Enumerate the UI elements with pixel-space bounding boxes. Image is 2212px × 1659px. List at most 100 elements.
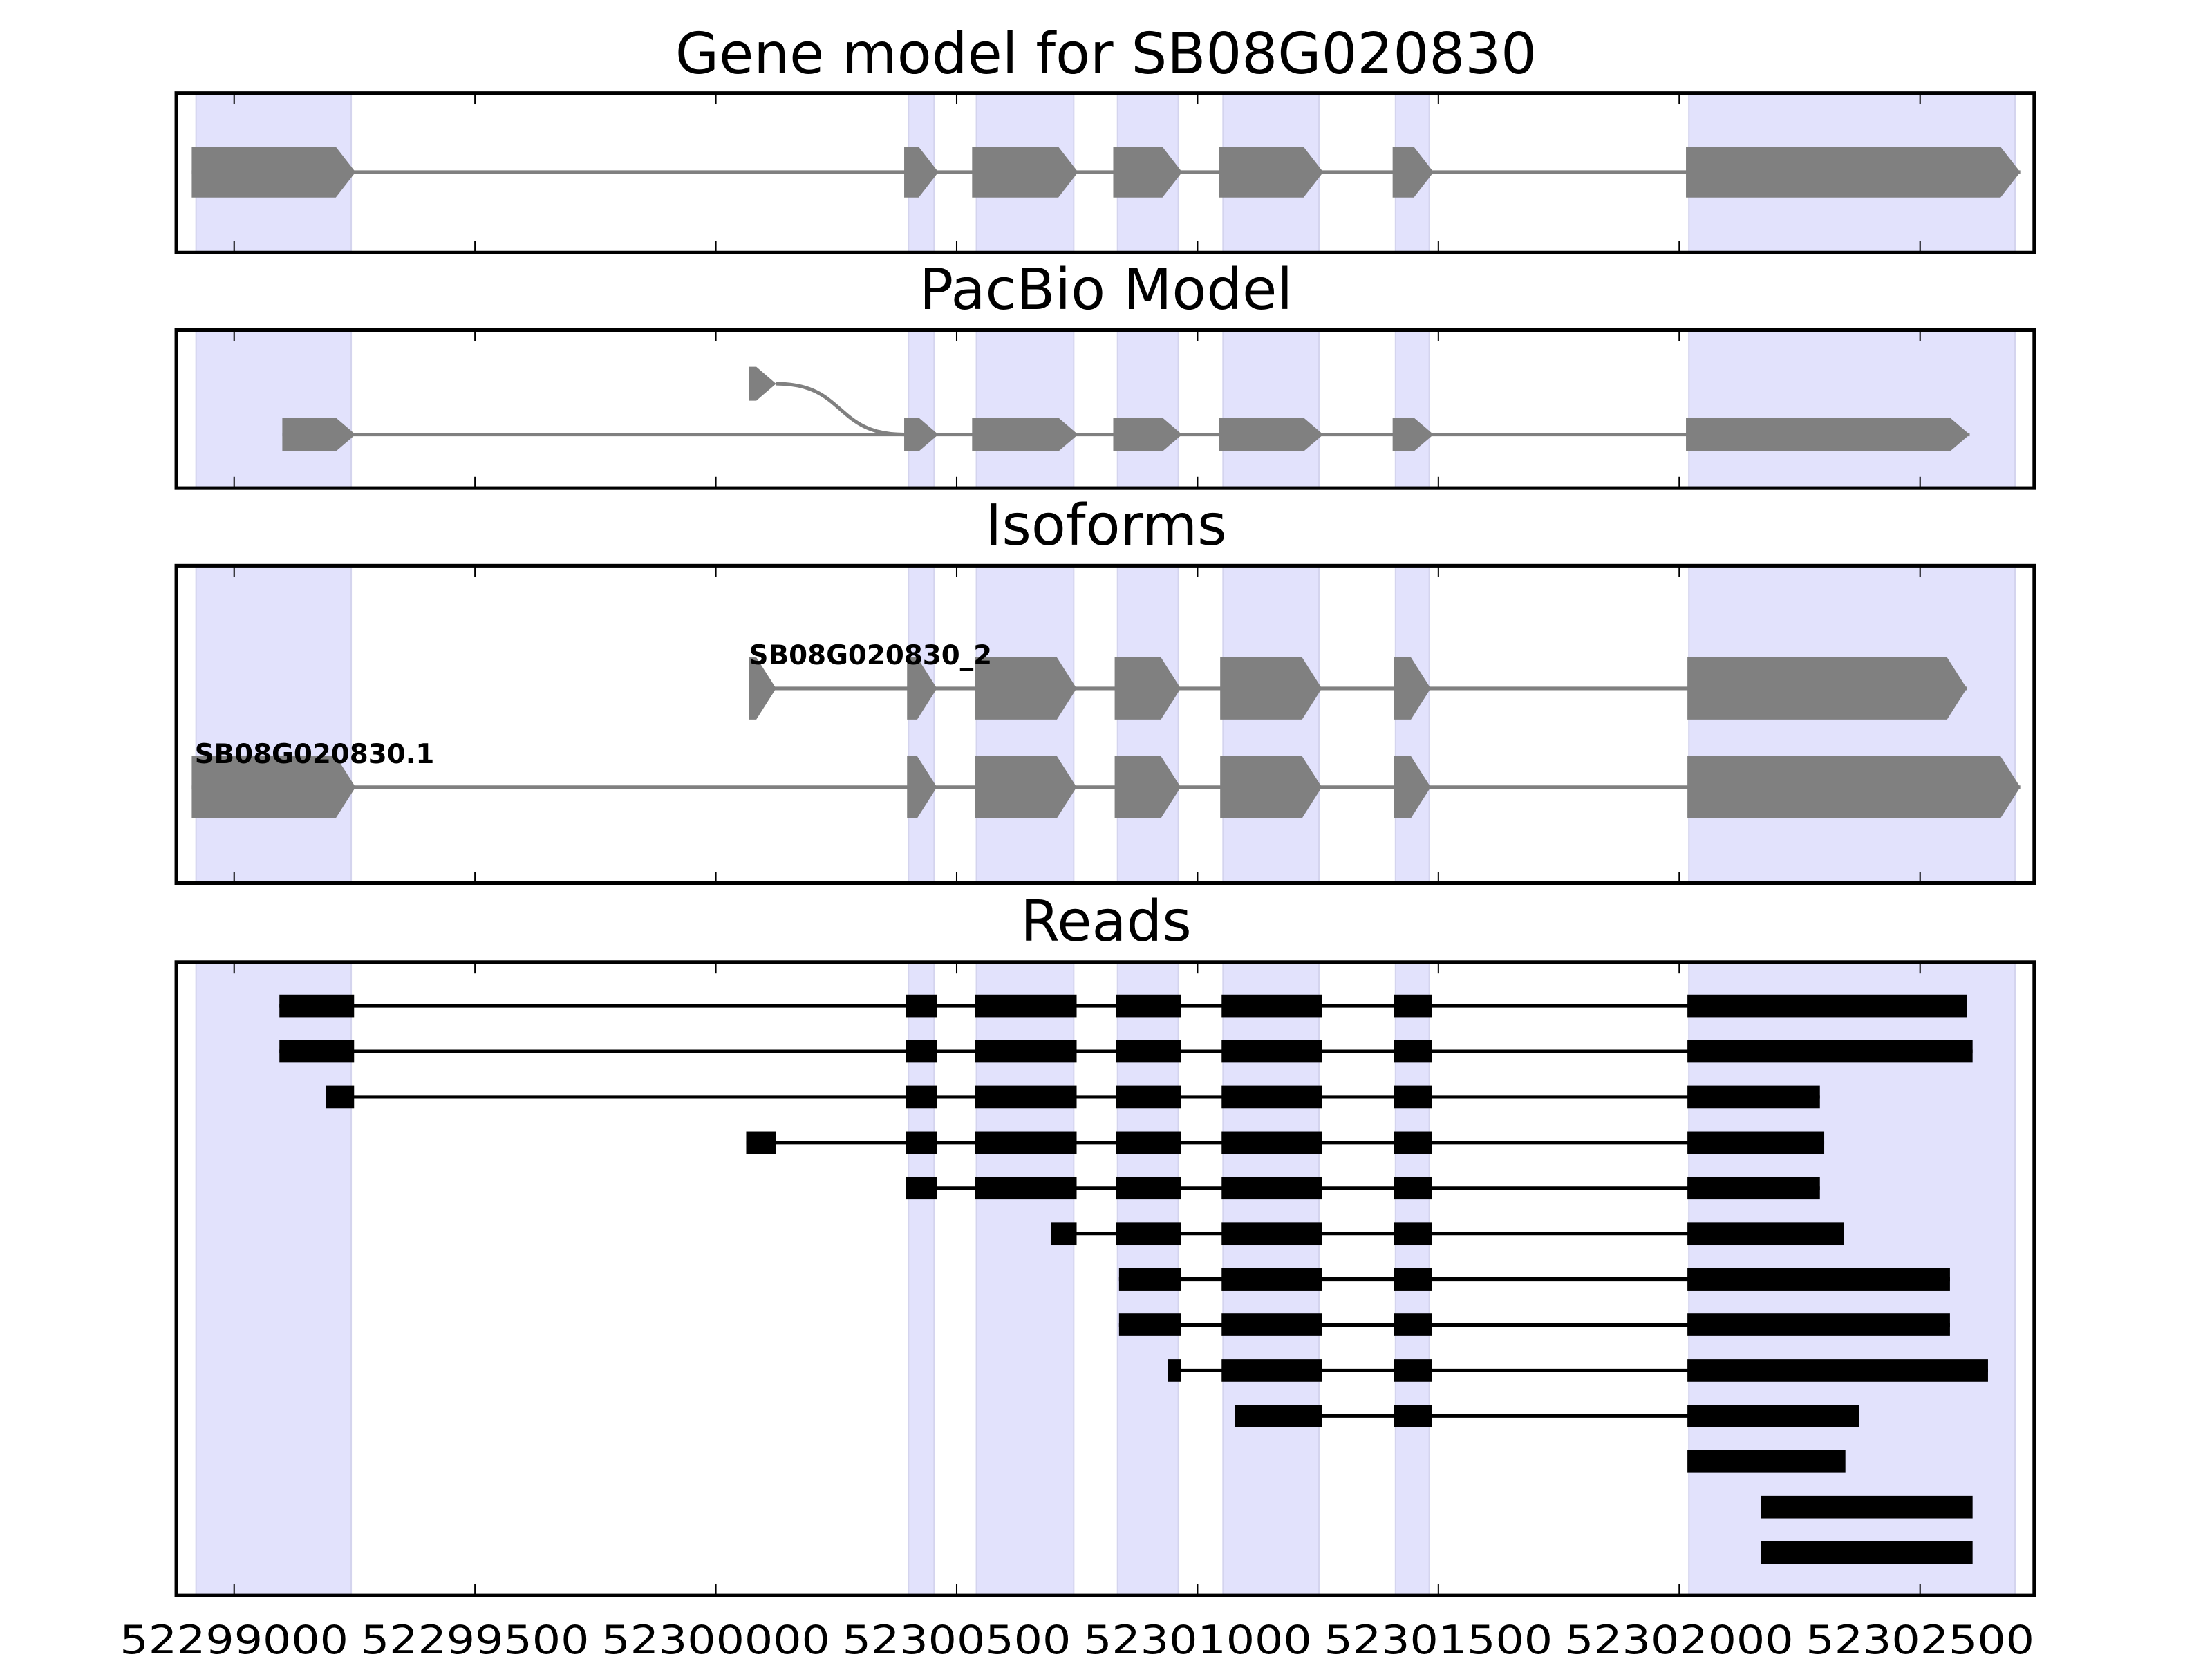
read-block [1394,1405,1432,1427]
x-tick-label: 52302000 [1565,1618,1794,1659]
read-block [1118,1268,1181,1291]
isoform-2-exon [1687,657,1967,720]
panel-title-pacbio: PacBio Model [919,257,1293,323]
read-block [1687,1085,1820,1109]
panel-frame [174,960,2036,1597]
pacbio-transcript-exon [1686,418,1970,452]
read-block [906,1131,937,1154]
read-block [1687,1222,1844,1246]
read-block [1394,1268,1432,1291]
read-block [1394,1085,1432,1109]
x-tick-label: 52299000 [120,1618,348,1659]
isoform-2-exon [975,657,1077,720]
read-block [1687,1405,1859,1427]
gene-model-transcript-exon [1686,147,2021,198]
read-block [1221,1313,1322,1336]
gene-model-transcript-exon [1113,147,1183,198]
exon-shade [908,565,935,884]
pacbio-transcript-exon [1113,418,1183,452]
read-block [906,1085,937,1109]
read-block [1051,1222,1077,1246]
read-block [1394,994,1432,1018]
read-block [326,1085,355,1109]
read-block [1687,1131,1825,1154]
x-tick-label: 52301000 [1083,1618,1312,1659]
read-block [279,1040,355,1063]
read-block [975,1177,1077,1200]
isoform-2-exon [1114,657,1181,720]
read-block [1221,1222,1322,1246]
pacbio-transcript-exon [1392,418,1434,452]
read-block [975,1085,1077,1109]
panel-frame [174,91,2036,254]
panel-title-gene-model: Gene model for SB08G020830 [675,21,1537,87]
exon-shade [975,961,1075,1597]
read-block [975,994,1077,1018]
read-block [1221,1085,1322,1109]
read-block [1221,1268,1322,1291]
exon-shade [1394,329,1430,489]
read-block [1394,1040,1432,1063]
panel-frame [174,563,2036,885]
x-tick-label: 52300000 [601,1618,830,1659]
read-block [975,1131,1077,1154]
read-block [1394,1131,1432,1154]
read-block [1221,1040,1322,1063]
isoform-2-exon [1394,657,1431,720]
read-block [1116,994,1181,1018]
exon-shade [975,565,1075,884]
read-block [1235,1405,1322,1427]
read-block [1116,1222,1181,1246]
read-block [1394,1222,1432,1246]
gene-model-transcript-exon [972,147,1078,198]
read-block [746,1131,776,1154]
isoform-1-exon [1394,756,1431,818]
read-block [1687,1313,1950,1336]
isoform-label-1: SB08G020830.1 [195,739,435,770]
pacbio-transcript-exon [1219,418,1324,452]
exon-shade [908,329,935,489]
read-block [1687,994,1967,1018]
isoform-1-exon [907,756,937,818]
isoform-2-exon [907,657,937,720]
read-block [906,1177,937,1200]
read-block [1687,1040,1973,1063]
pacbio-transcript-exon [282,418,356,452]
isoform-label-2: SB08G020830_2 [749,640,992,671]
read-block [1221,1359,1322,1382]
read-block [1394,1177,1432,1200]
isoform-1-exon [1220,756,1322,818]
exon-shade [1222,565,1320,884]
isoform-1-exon [975,756,1077,818]
pacbio-alt-exon [749,366,776,401]
pacbio-transcript-exon [972,418,1078,452]
panel-title-reads: Reads [1020,889,1192,955]
read-block [1116,1177,1181,1200]
exon-shade [1688,565,2016,884]
exon-shade [195,961,353,1597]
panel-title-isoforms: Isoforms [985,493,1226,559]
read-block [1221,1177,1322,1200]
pacbio-alt-junction [776,382,905,437]
read-block [1761,1495,1973,1519]
read-block [1687,1268,1950,1291]
exon-shade [975,329,1075,489]
read-block [1118,1313,1181,1336]
isoform-2-exon [1220,657,1322,720]
isoform-1-exon [191,756,356,818]
read-block [1687,1177,1820,1200]
isoform-1-exon [1114,756,1181,818]
read-block [1687,1359,1988,1382]
exon-shade [908,961,935,1597]
exon-shade [1222,329,1320,489]
read-block [1687,1450,1846,1473]
read-block [906,1040,937,1063]
gene-model-transcript-exon [904,147,939,198]
exon-shade [1688,329,2016,489]
read-block [1221,994,1322,1018]
read-block [279,994,355,1018]
x-tick-label: 52299500 [361,1618,590,1659]
exon-shade [1116,565,1179,884]
read-block [1221,1131,1322,1154]
